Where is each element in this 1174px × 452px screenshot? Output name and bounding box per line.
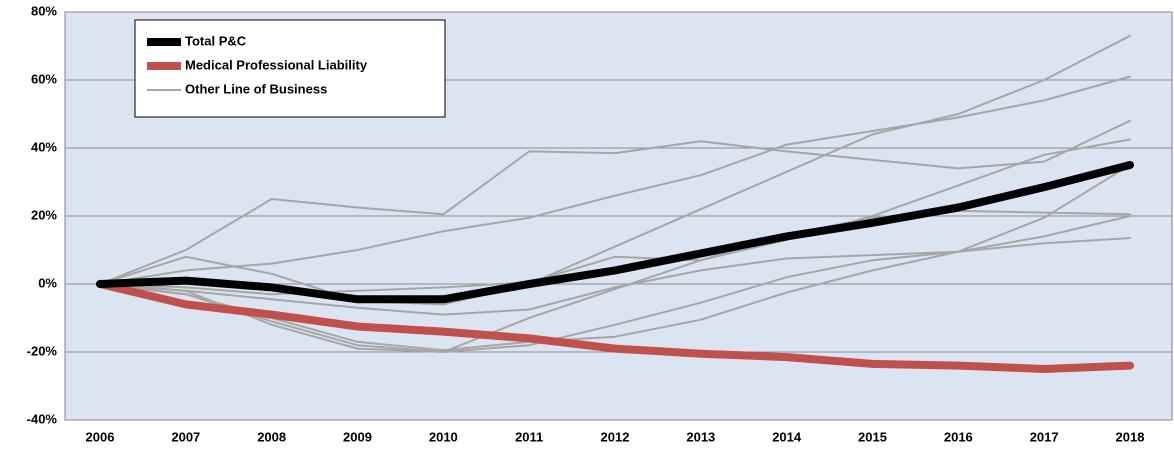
y-tick-label: 60% — [31, 71, 57, 86]
series-line — [96, 161, 1134, 304]
y-tick-label: 20% — [31, 207, 57, 222]
y-tick-label: 0% — [38, 275, 57, 290]
x-tick-label: 2009 — [343, 429, 372, 444]
x-tick-label: 2017 — [1030, 429, 1059, 444]
x-tick-label: 2013 — [686, 429, 715, 444]
other-line — [99, 119, 1131, 285]
series-line — [96, 280, 1134, 373]
y-tick-label: -40% — [27, 411, 58, 426]
other-line — [99, 34, 1131, 306]
legend-label: Other Line of Business — [185, 81, 327, 96]
y-tick-label: 40% — [31, 139, 57, 154]
legend-label: Medical Professional Liability — [185, 57, 368, 72]
other-line — [99, 75, 1131, 285]
legend-label: Total P&C — [185, 33, 247, 48]
x-tick-label: 2012 — [601, 429, 630, 444]
x-tick-label: 2015 — [858, 429, 887, 444]
x-tick-label: 2008 — [257, 429, 286, 444]
y-tick-label: -20% — [27, 343, 58, 358]
x-tick-label: 2011 — [515, 429, 543, 444]
x-tick-label: 2010 — [429, 429, 458, 444]
x-tick-label: 2007 — [171, 429, 200, 444]
x-tick-label: 2006 — [86, 429, 115, 444]
other-line — [99, 138, 1131, 296]
x-tick-label: 2018 — [1116, 429, 1145, 444]
legend — [134, 19, 446, 118]
x-tick-label: 2016 — [944, 429, 973, 444]
y-tick-label: 80% — [31, 3, 57, 18]
x-tick-label: 2014 — [772, 429, 802, 444]
